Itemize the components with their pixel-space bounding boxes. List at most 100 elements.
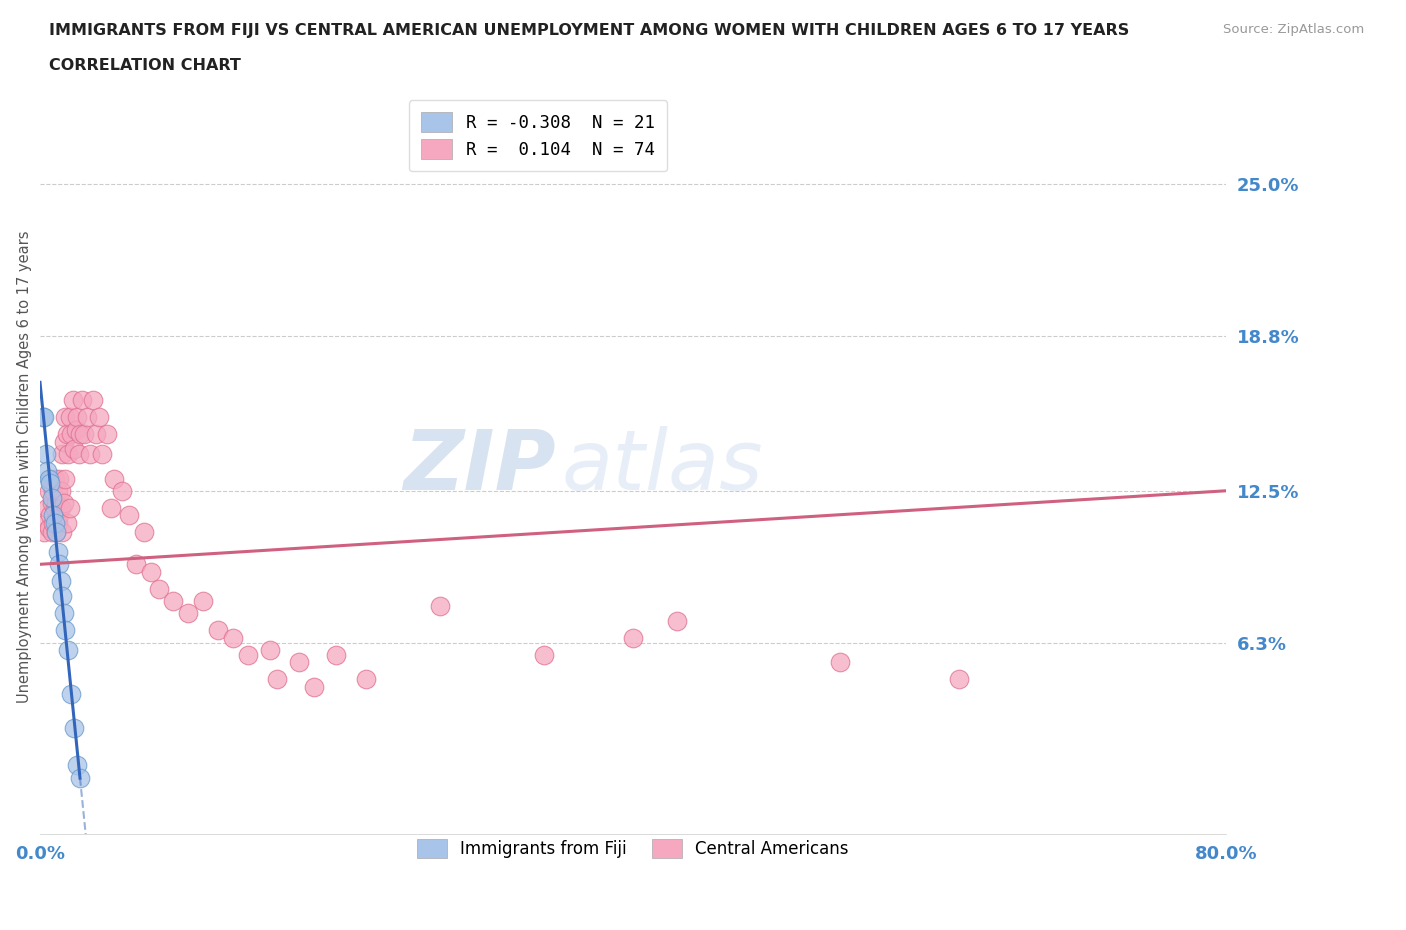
Point (100, 500, 122, 515)
Point (96, 427, 118, 442)
Point (65, 422, 87, 437)
Point (46, 545, 69, 560)
Point (44, 500, 66, 515)
Point (55, 515, 77, 530)
Point (35, 515, 58, 530)
Point (45, 496, 67, 511)
Point (73, 427, 96, 442)
Point (236, 647, 259, 662)
Point (48, 508, 70, 523)
Point (162, 593, 184, 608)
Point (51, 589, 73, 604)
Point (288, 655, 311, 670)
Point (110, 484, 132, 498)
Point (66, 758, 89, 773)
Point (38, 472, 60, 486)
Point (69, 427, 91, 442)
Point (49, 500, 72, 515)
Text: IMMIGRANTS FROM FIJI VS CENTRAL AMERICAN UNEMPLOYMENT AMONG WOMEN WITH CHILDREN : IMMIGRANTS FROM FIJI VS CENTRAL AMERICAN… (49, 23, 1129, 38)
Point (63, 442, 86, 457)
Point (621, 631, 644, 645)
Point (76, 410, 98, 425)
Point (207, 623, 229, 638)
Point (44, 472, 66, 486)
Point (141, 565, 163, 579)
Point (42, 508, 65, 523)
Point (60, 686, 83, 701)
Point (354, 672, 377, 687)
Point (45, 525, 67, 540)
Point (56, 446, 79, 461)
Point (59, 500, 82, 515)
Text: ZIP: ZIP (404, 426, 555, 507)
Point (62, 392, 84, 407)
Point (42, 515, 65, 530)
Point (266, 672, 288, 687)
Point (70, 392, 93, 407)
Point (53, 410, 76, 425)
Point (429, 599, 451, 614)
Point (46, 484, 69, 498)
Point (89, 410, 111, 425)
Point (66, 410, 89, 425)
Point (48, 472, 70, 486)
Point (39, 472, 62, 486)
Point (52, 496, 75, 511)
Point (302, 680, 325, 695)
Point (948, 672, 970, 687)
Point (69, 770, 91, 785)
Point (41, 496, 63, 511)
Point (49, 484, 72, 498)
Point (63, 721, 86, 736)
Point (103, 472, 125, 486)
Point (830, 655, 852, 670)
Point (53, 623, 76, 638)
Point (533, 647, 555, 662)
Point (86, 427, 108, 442)
Point (41, 491, 63, 506)
Point (37, 500, 59, 515)
Point (191, 593, 214, 608)
Point (38, 520, 60, 535)
Point (39, 476, 62, 491)
Point (118, 508, 141, 523)
Point (59, 410, 82, 425)
Point (177, 605, 200, 620)
Point (52, 434, 75, 449)
Point (55, 427, 77, 442)
Point (46, 515, 69, 530)
Point (132, 525, 155, 540)
Point (38, 484, 60, 498)
Point (41, 525, 63, 540)
Point (51, 446, 73, 461)
Point (125, 557, 148, 572)
Y-axis label: Unemployment Among Women with Children Ages 6 to 17 years: Unemployment Among Women with Children A… (17, 230, 32, 702)
Point (45, 525, 67, 540)
Point (34, 410, 56, 425)
Text: atlas: atlas (562, 426, 763, 507)
Point (60, 427, 83, 442)
Point (34, 525, 56, 540)
Point (53, 472, 76, 486)
Point (35, 446, 58, 461)
Point (49, 574, 72, 589)
Legend: Immigrants from Fiji, Central Americans: Immigrants from Fiji, Central Americans (405, 827, 860, 870)
Point (39, 508, 62, 523)
Text: CORRELATION CHART: CORRELATION CHART (49, 58, 240, 73)
Point (56, 643, 79, 658)
Point (44, 515, 66, 530)
Point (666, 613, 689, 628)
Point (67, 446, 90, 461)
Point (259, 643, 281, 658)
Text: Source: ZipAtlas.com: Source: ZipAtlas.com (1223, 23, 1364, 36)
Point (48, 557, 70, 572)
Point (32, 410, 55, 425)
Point (325, 647, 347, 662)
Point (51, 525, 73, 540)
Point (37, 464, 59, 479)
Point (79, 446, 101, 461)
Point (91, 446, 114, 461)
Point (82, 392, 104, 407)
Point (42, 484, 65, 498)
Point (148, 581, 170, 596)
